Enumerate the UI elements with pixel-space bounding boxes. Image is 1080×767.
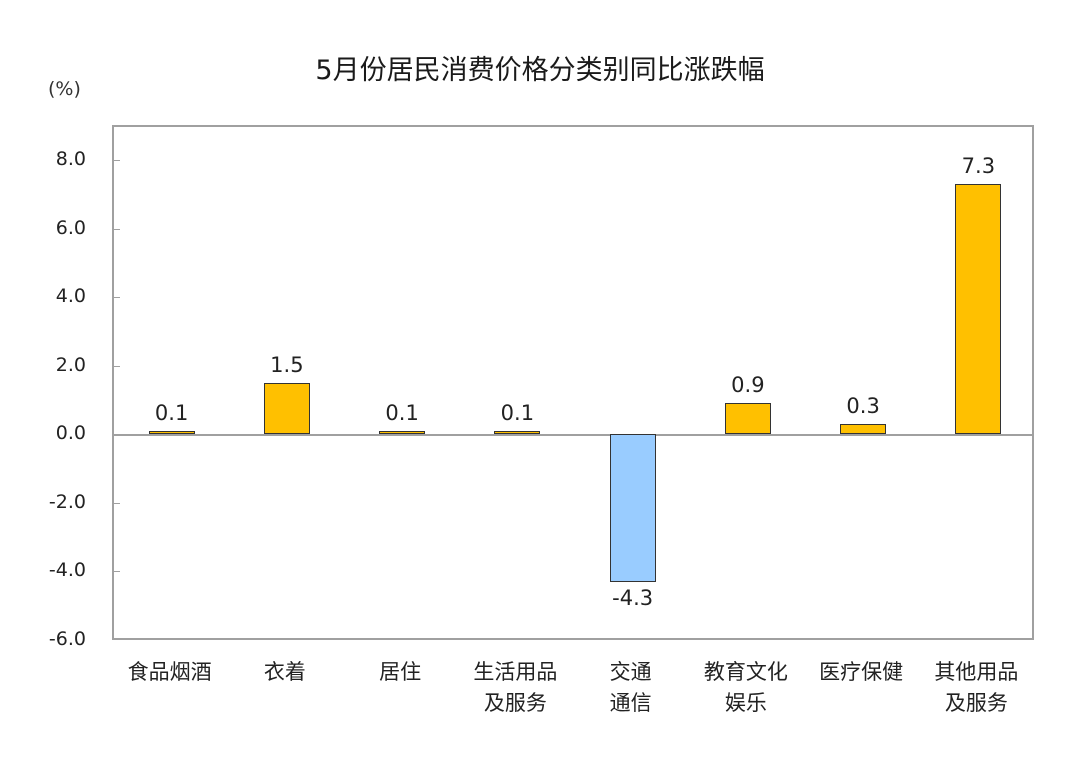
y-axis-unit: (%) (48, 78, 81, 100)
y-tick-mark (114, 228, 120, 230)
y-tick-label: 6.0 (55, 216, 86, 239)
bar-6 (840, 424, 887, 435)
value-label: 0.1 (154, 400, 189, 425)
y-tick-mark (114, 365, 120, 367)
y-tick-label: 8.0 (55, 148, 86, 170)
value-label: 7.3 (961, 154, 996, 178)
x-category-label: 其他用品 及服务 (934, 660, 1019, 715)
bar-0 (148, 430, 195, 435)
x-category-label: 生活用品 及服务 (473, 660, 558, 715)
x-category-label: 交通 通信 (609, 660, 652, 715)
y-tick-mark (114, 297, 120, 299)
bar-2 (379, 430, 426, 435)
x-category-label: 医疗保健 (819, 660, 904, 684)
value-label: 0.3 (846, 394, 880, 418)
y-tick-label: 0.0 (55, 422, 86, 445)
value-label: -4.3 (612, 585, 654, 610)
value-label: 0.9 (731, 373, 765, 398)
bar-7 (955, 184, 1002, 435)
zero-baseline (114, 434, 1032, 437)
bar-4 (609, 434, 656, 582)
value-label: 0.1 (500, 400, 535, 425)
x-category-label: 衣着 (263, 660, 306, 684)
value-label: 1.5 (270, 352, 304, 377)
chart-title: 5月份居民消费价格分类别同比涨跌幅 (315, 55, 765, 86)
bar-1 (263, 382, 310, 435)
y-tick-label: -4.0 (48, 559, 86, 582)
y-tick-mark (114, 571, 120, 573)
plot-area: 0.1 1.5 0.1 0.1 -4.3 0.9 0.3 7.3 (112, 125, 1034, 640)
y-tick-label: -2.0 (48, 490, 86, 513)
y-tick-label: 4.0 (55, 285, 86, 308)
y-tick-mark (114, 502, 120, 504)
value-label: 0.1 (385, 400, 419, 425)
y-tick-mark (114, 160, 120, 161)
bar-3 (494, 430, 541, 435)
x-category-label: 教育文化 娱乐 (703, 660, 788, 715)
bar-5 (724, 403, 771, 435)
x-category-label: 居住 (379, 660, 422, 684)
y-tick-label: -6.0 (48, 628, 86, 650)
y-tick-label: 2.0 (55, 353, 86, 376)
x-category-label: 食品烟酒 (127, 660, 212, 684)
